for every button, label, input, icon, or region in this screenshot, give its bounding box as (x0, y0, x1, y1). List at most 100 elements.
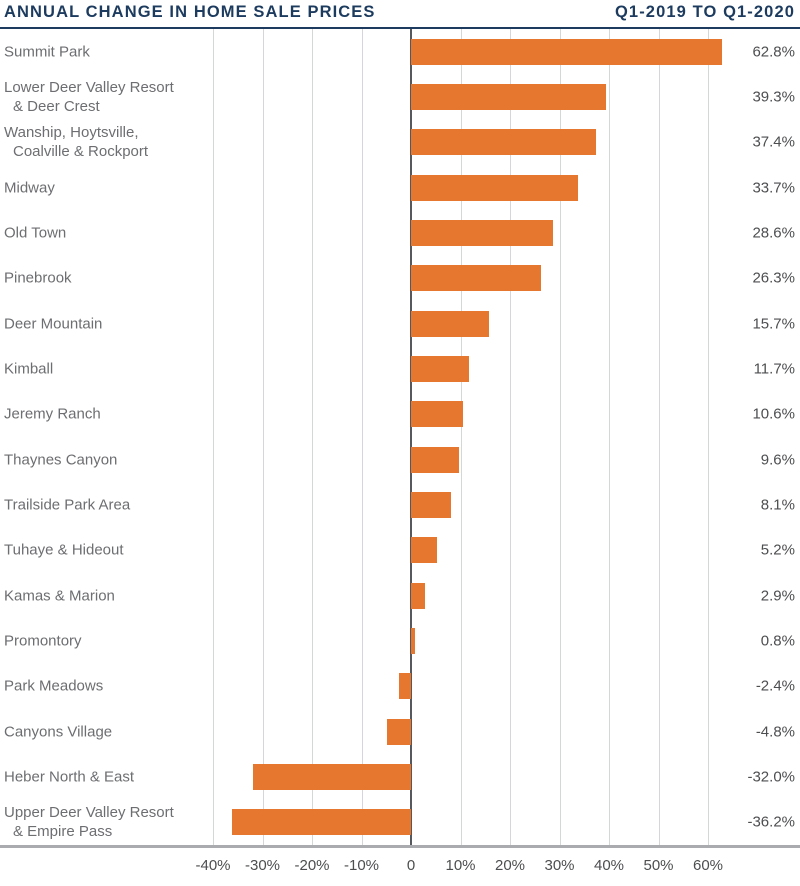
gridline (609, 29, 610, 845)
x-tick-label: 0 (406, 857, 416, 874)
value-label: 10.6% (752, 405, 795, 423)
category-label-line: Tuhaye & Hideout (4, 541, 124, 559)
category-label: Heber North & East (4, 767, 134, 786)
value-label: 9.6% (760, 451, 795, 469)
gridline (658, 29, 660, 845)
bar (411, 310, 489, 337)
gridline (262, 29, 264, 845)
value-label: 11.7% (753, 360, 795, 378)
x-tick-label: -40% (195, 857, 231, 874)
value-label: 0.8% (760, 632, 795, 650)
gridline (460, 29, 462, 845)
category-label: Park Meadows (4, 677, 103, 696)
gridline (559, 29, 561, 845)
gridline (213, 29, 214, 845)
bar (411, 129, 597, 156)
x-tick-label: 40% (593, 857, 625, 874)
value-label: -32.0% (747, 768, 795, 786)
x-tick-label: -30% (244, 857, 281, 874)
gridline (361, 29, 363, 845)
x-tick-label: 10% (445, 857, 476, 874)
chart-row: Upper Deer Valley Resort & Empire Pass -36… (0, 800, 800, 845)
category-label-line: Trailside Park Area (4, 496, 131, 514)
category-label: Old Town (4, 223, 66, 242)
chart-row: Tuhaye & Hideout 5.2% (0, 528, 800, 573)
gridline (510, 29, 511, 845)
category-label-line: Old Town (4, 224, 67, 242)
category-label-line: Deer Mountain (4, 315, 103, 333)
category-label-line: Lower Deer Valley Resort (4, 78, 174, 96)
x-axis-tick-labels: -40% -30% -20% -10% 0 10% 20% 30% 40% 50% 60% (0, 848, 800, 886)
value-label: 33.7% (752, 179, 795, 197)
bar (411, 174, 578, 201)
x-tick-label: 50% (643, 857, 674, 874)
chart-row: Old Town 28.6% (0, 210, 800, 255)
chart-row: Kamas & Marion 2.9% (0, 573, 800, 618)
category-label: Lower Deer Valley Resort & Deer Crest (4, 78, 174, 116)
bar (411, 38, 722, 65)
chart-row: Jeremy Ranch 10.6% (0, 392, 800, 437)
category-label: Upper Deer Valley Resort & Empire Pass (4, 803, 174, 841)
gridline (708, 29, 709, 845)
category-label: Trailside Park Area (4, 495, 130, 514)
value-label: -4.8% (755, 723, 795, 741)
category-label: Midway (4, 178, 55, 197)
chart-row: Deer Mountain 15.7% (0, 301, 800, 346)
bar (411, 491, 452, 518)
category-label-line: Jeremy Ranch (4, 405, 101, 423)
bar (387, 718, 411, 745)
category-label-line: Summit Park (4, 43, 90, 61)
bar (411, 582, 426, 609)
x-tick-label: 60% (692, 857, 724, 874)
bar (411, 83, 606, 110)
chart-row: Heber North & East -32.0% (0, 754, 800, 799)
x-tick-label: 20% (494, 857, 526, 874)
bar (411, 265, 542, 292)
bar (411, 219, 553, 246)
category-label-line: Kimball (4, 360, 54, 378)
value-label: 37.4% (752, 133, 795, 151)
chart-header: ANNUAL CHANGE IN HOME SALE PRICES Q1-201… (0, 0, 800, 29)
value-label: 62.8% (752, 43, 795, 61)
value-label: 28.6% (752, 224, 795, 242)
chart-row: Wanship, Hoytsville, Coalville & Rockport… (0, 120, 800, 165)
category-label: Deer Mountain (4, 314, 102, 333)
value-label: -36.2% (747, 813, 795, 831)
category-label-line: Park Meadows (4, 677, 104, 695)
category-label: Kamas & Marion (4, 586, 115, 605)
chart-row: Midway 33.7% (0, 165, 800, 210)
chart-row: Thaynes Canyon 9.6% (0, 437, 800, 482)
category-label: Kimball (4, 359, 53, 378)
category-label-line: Pinebrook (4, 269, 72, 287)
category-label-line: Thaynes Canyon (4, 451, 118, 469)
category-label: Pinebrook (4, 269, 72, 288)
category-label-line: Kamas & Marion (4, 587, 115, 605)
chart-row: Canyons Village -4.8% (0, 709, 800, 754)
x-tick-label: 30% (544, 857, 575, 874)
category-label: Wanship, Hoytsville, Coalville & Rockport (4, 123, 148, 161)
chart-row: Kimball 11.7% (0, 346, 800, 391)
bar (411, 446, 459, 473)
category-label: Summit Park (4, 42, 90, 61)
bar (231, 809, 411, 836)
value-label: 26.3% (752, 269, 795, 287)
bar (411, 537, 437, 564)
value-label: 39.3% (752, 88, 795, 106)
category-label-line: & Deer Crest (13, 97, 100, 115)
value-label: -2.4% (755, 677, 795, 695)
chart-rows: Summit Park 62.8% Lower Deer Valley Resort… (0, 29, 800, 845)
value-label: 2.9% (760, 587, 795, 605)
value-label: 5.2% (760, 541, 795, 559)
category-label-line: & Empire Pass (13, 823, 113, 841)
gridline (312, 29, 313, 845)
category-label-line: Promontory (4, 632, 82, 650)
x-tick-label: -10% (343, 857, 380, 874)
x-tick-label: -20% (294, 857, 330, 874)
chart-row: Pinebrook 26.3% (0, 256, 800, 301)
category-label-line: Coalville & Rockport (13, 143, 149, 161)
chart-title: ANNUAL CHANGE IN HOME SALE PRICES (4, 3, 376, 21)
category-label-line: Midway (4, 179, 55, 197)
chart-subtitle: Q1-2019 TO Q1-2020 (614, 3, 795, 21)
category-label-line: Heber North & East (4, 768, 135, 786)
